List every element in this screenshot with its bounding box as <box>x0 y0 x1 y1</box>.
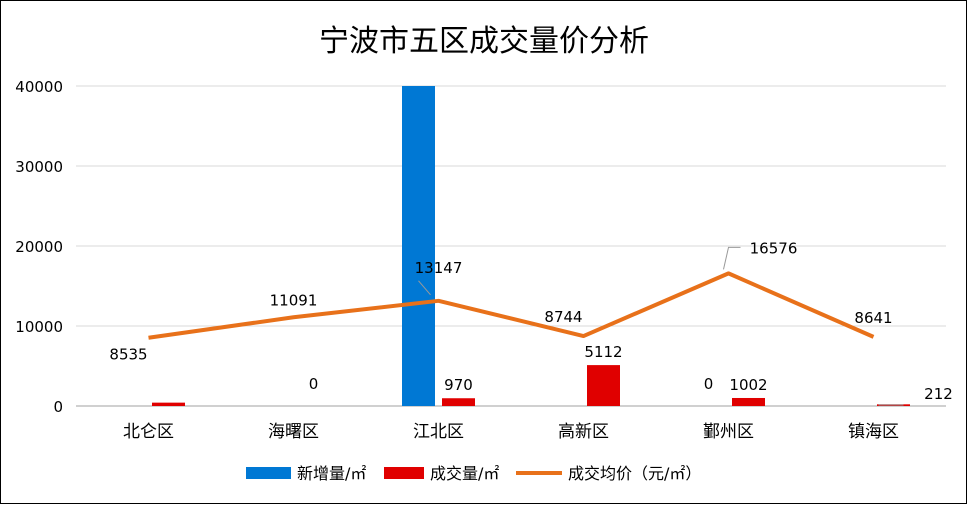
bar-data-label: 0 <box>704 375 714 393</box>
x-tick-label: 鄞州区 <box>703 422 754 442</box>
y-tick-label: 30000 <box>15 158 63 176</box>
bar-data-label: 970 <box>444 376 473 394</box>
legend-swatch <box>246 467 291 479</box>
leader-line <box>723 246 741 270</box>
x-tick-label: 高新区 <box>558 422 609 442</box>
y-tick-label: 20000 <box>15 238 63 256</box>
line-data-label: 13147 <box>415 259 463 277</box>
x-tick-label: 镇海区 <box>848 422 899 442</box>
legend-label: 成交均价（元/㎡） <box>568 464 701 483</box>
x-tick-label: 江北区 <box>413 422 464 442</box>
y-tick-label: 0 <box>53 398 63 416</box>
avg-price-line <box>148 271 875 340</box>
chart-title: 宁波市五区成交量价分析 <box>319 24 649 59</box>
line-data-label: 8744 <box>544 308 582 326</box>
bar-volume <box>587 365 620 406</box>
leader-line <box>418 280 431 296</box>
x-tick-label: 北仑区 <box>123 422 174 442</box>
legend-label: 成交量/㎡ <box>430 464 499 483</box>
bar-data-label: 212 <box>924 385 953 403</box>
y-tick-label: 40000 <box>15 78 63 96</box>
bar-volume <box>152 402 185 406</box>
bar-volume <box>732 397 765 406</box>
line-data-label: 11091 <box>270 291 318 309</box>
line-data-label: 16576 <box>750 239 798 257</box>
bar-data-label: 1002 <box>729 376 767 394</box>
x-tick-label: 海曙区 <box>268 422 319 442</box>
bar-data-label: 5112 <box>584 343 622 361</box>
line-data-label: 8535 <box>109 346 147 364</box>
legend-swatch <box>384 467 424 479</box>
y-tick-label: 10000 <box>15 318 63 336</box>
bar-new-supply <box>402 86 435 406</box>
bar-data-label: 0 <box>309 375 319 393</box>
legend-label: 新增量/㎡ <box>297 464 366 483</box>
line-data-label: 8641 <box>854 309 892 327</box>
bar-volume <box>442 398 475 406</box>
